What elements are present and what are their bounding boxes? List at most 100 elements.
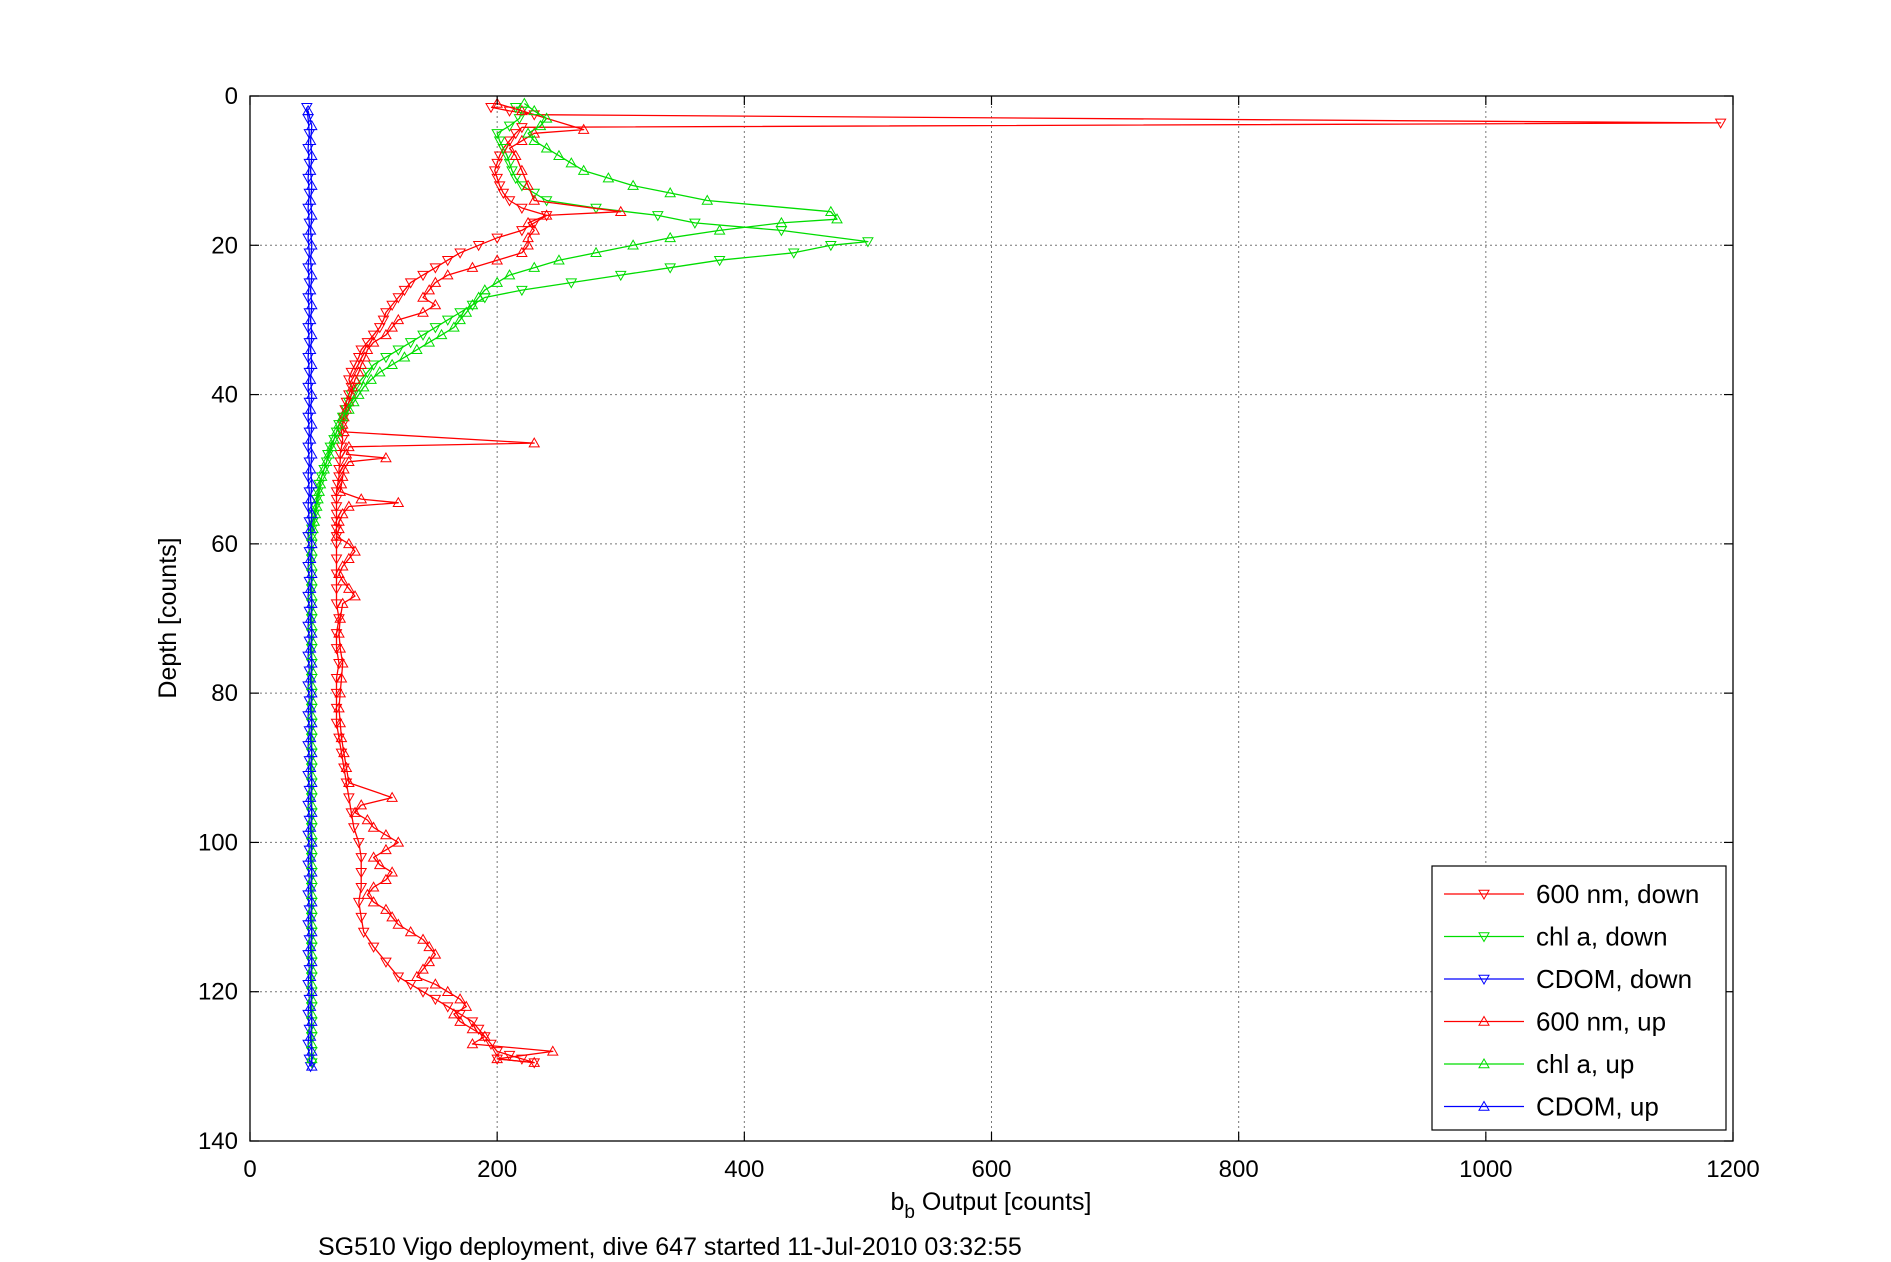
data-point <box>361 343 374 355</box>
data-point <box>352 366 365 377</box>
data-point <box>304 552 317 564</box>
data-point <box>472 291 485 302</box>
data-point <box>460 306 473 317</box>
data-point <box>441 985 454 996</box>
data-point <box>824 241 837 252</box>
data-point <box>528 224 541 235</box>
data-point <box>404 980 417 991</box>
data-point <box>335 672 348 683</box>
data-point <box>701 194 714 205</box>
data-point <box>355 493 368 504</box>
data-point <box>689 218 701 229</box>
legend-marker <box>1478 1015 1490 1026</box>
data-point <box>305 687 318 698</box>
data-point <box>304 134 317 146</box>
legend-marker <box>1478 974 1490 986</box>
data-point <box>330 584 343 595</box>
data-point <box>485 1039 497 1050</box>
data-point <box>349 373 361 384</box>
data-point <box>509 173 522 185</box>
data-point <box>410 970 423 982</box>
data-point <box>509 129 522 140</box>
data-point <box>367 336 380 347</box>
data-point <box>429 948 442 959</box>
data-point <box>528 261 541 272</box>
data-point <box>590 246 602 257</box>
data-point <box>522 127 534 138</box>
data-point <box>320 455 333 466</box>
data-point <box>454 1015 466 1026</box>
data-point <box>516 226 528 237</box>
data-point <box>304 612 317 623</box>
legend-item: 600 nm, down <box>1444 879 1699 909</box>
data-point <box>305 418 318 429</box>
data-point <box>417 963 429 974</box>
data-point <box>336 410 349 422</box>
data-point <box>516 134 528 146</box>
data-point <box>305 1045 318 1056</box>
data-point <box>305 1060 318 1071</box>
data-point <box>304 522 317 534</box>
data-point <box>787 248 800 259</box>
data-point <box>305 507 318 519</box>
series-line <box>335 102 622 1064</box>
data-point <box>336 507 349 519</box>
data-point <box>466 1037 479 1049</box>
data-point <box>336 575 349 586</box>
data-point <box>386 300 398 312</box>
data-point <box>304 403 317 414</box>
data-point <box>304 940 317 952</box>
data-point <box>340 448 353 459</box>
data-point <box>305 955 318 967</box>
data-point <box>304 493 317 504</box>
data-point <box>361 888 374 899</box>
data-point <box>367 360 380 371</box>
data-point <box>454 313 466 325</box>
data-point <box>491 1052 504 1064</box>
data-point <box>334 716 347 728</box>
data-point <box>423 940 436 952</box>
data-point <box>602 172 615 183</box>
data-point <box>392 836 405 847</box>
data-point <box>333 418 345 429</box>
data-point <box>503 136 516 147</box>
data-point <box>380 903 392 914</box>
series-layer <box>300 97 1727 1073</box>
data-point <box>565 278 578 289</box>
data-point <box>466 298 479 310</box>
legend-label: 600 nm, down <box>1536 879 1699 909</box>
data-point <box>305 746 318 758</box>
data-point <box>429 276 442 287</box>
data-point <box>516 164 528 175</box>
data-point <box>367 881 380 892</box>
data-point <box>423 336 436 347</box>
data-point <box>454 248 466 259</box>
data-point <box>340 761 353 773</box>
data-point <box>367 896 380 907</box>
x-axis-label-subscript: b <box>904 1202 915 1223</box>
data-point <box>304 164 317 175</box>
data-point <box>357 927 370 939</box>
data-point <box>386 791 398 802</box>
data-point <box>540 112 553 123</box>
data-point <box>334 457 347 468</box>
data-point <box>304 761 317 773</box>
data-point <box>330 502 343 513</box>
data-point <box>373 323 386 334</box>
data-point <box>478 1030 491 1041</box>
caption: SG510 Vigo deployment, dive 647 started … <box>318 1233 1022 1261</box>
data-point <box>577 164 590 175</box>
data-point <box>522 179 534 190</box>
data-point <box>323 448 335 459</box>
data-point <box>491 1047 504 1058</box>
data-point <box>304 463 317 474</box>
data-point <box>304 224 317 235</box>
data-point <box>355 853 368 864</box>
data-point <box>522 216 534 228</box>
x-tick-label: 1000 <box>1459 1156 1512 1183</box>
data-point <box>528 437 541 448</box>
data-point <box>435 328 448 340</box>
data-point <box>404 338 417 349</box>
data-point <box>380 353 392 364</box>
legend-item: CDOM, up <box>1444 1092 1659 1122</box>
